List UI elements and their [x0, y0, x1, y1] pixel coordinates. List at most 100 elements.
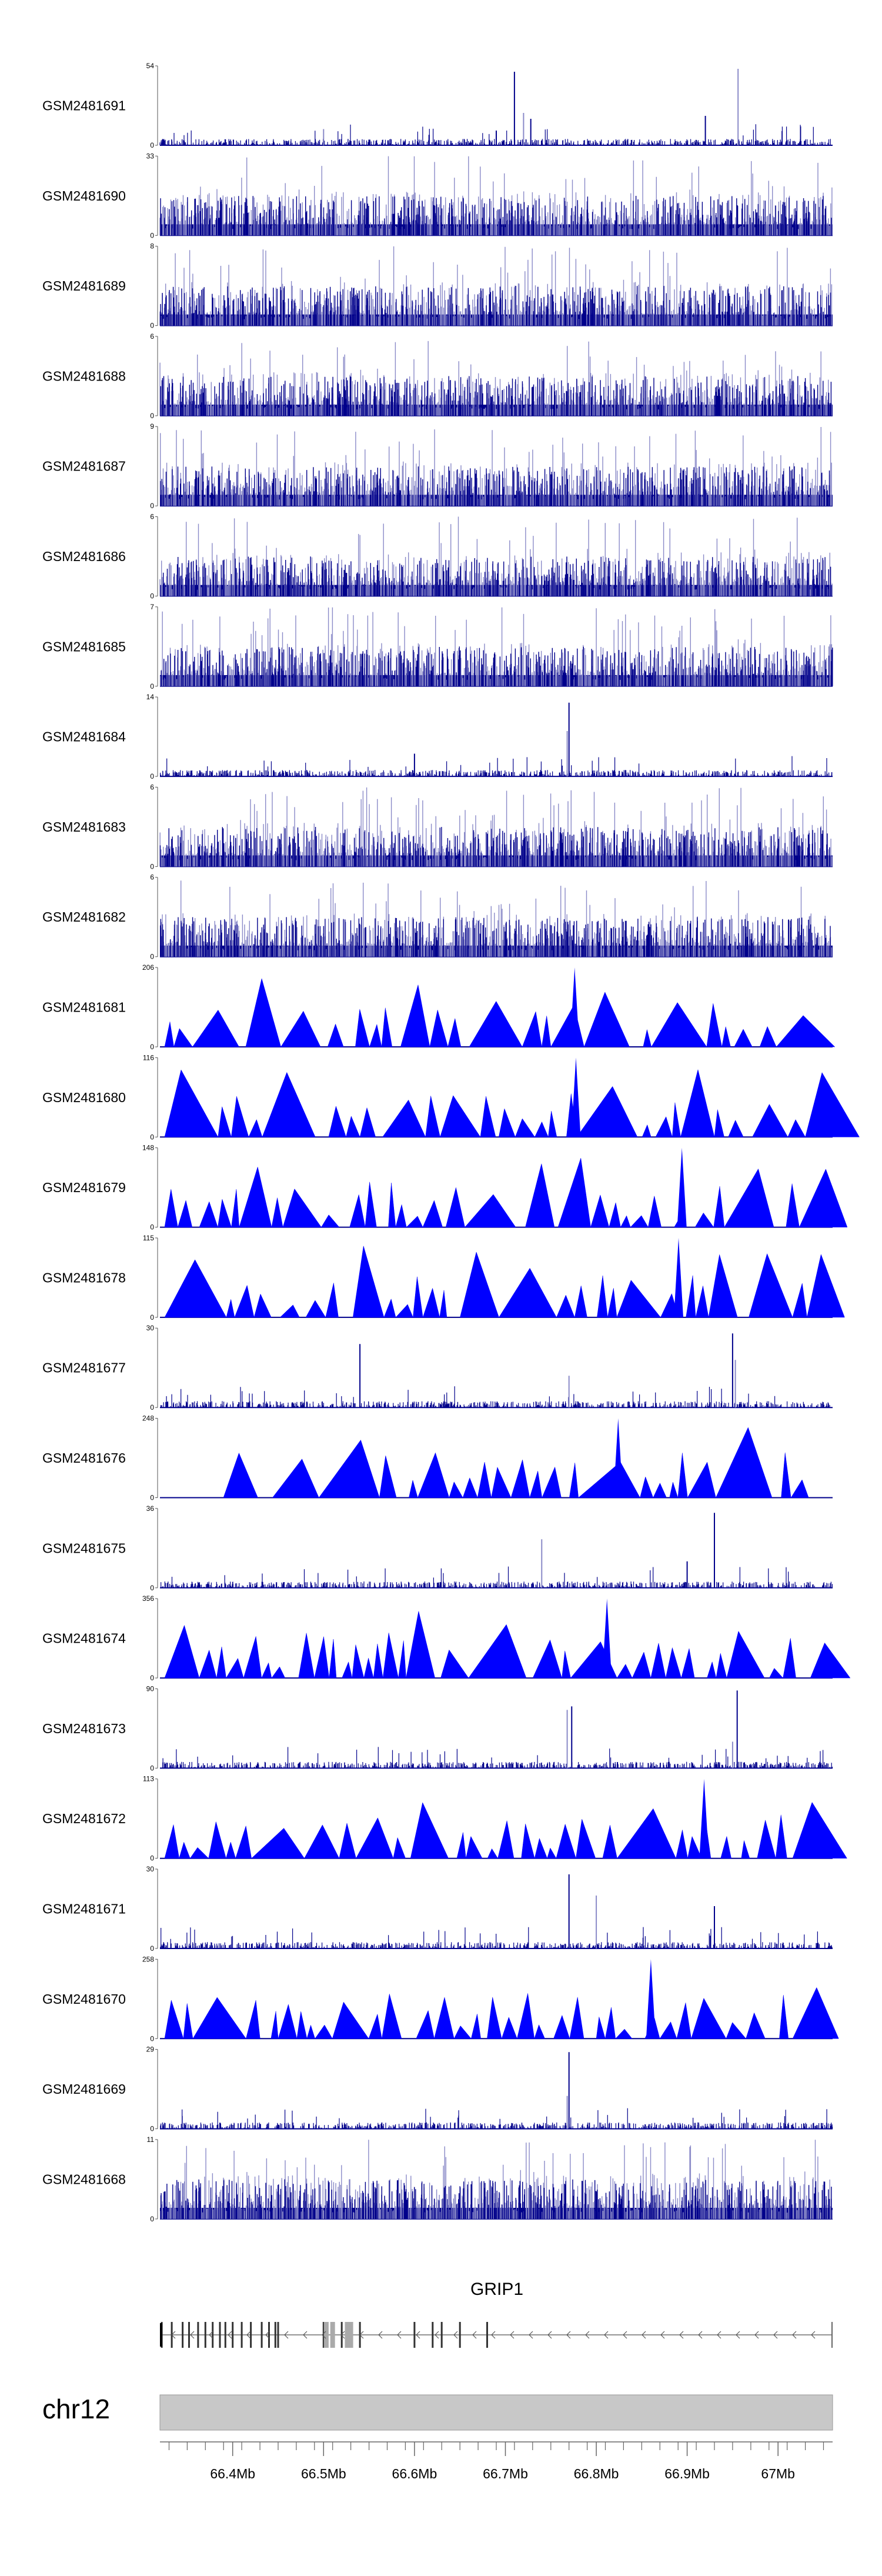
strand-arrow	[585, 2331, 590, 2339]
gene-exon	[232, 2322, 234, 2348]
gene-label: GRIP1	[470, 2280, 523, 2299]
signal-noise	[162, 1747, 833, 1769]
strand-arrow	[416, 2331, 420, 2339]
y-axis-max-label: 6	[150, 783, 154, 791]
signal-max-triangle	[602, 1599, 612, 1679]
gene-exon	[432, 2322, 434, 2348]
y-axis-min-label: 0	[150, 1494, 154, 1502]
track-label: GSM2481679	[42, 1180, 126, 1195]
signal-bars	[160, 196, 832, 236]
gene-exon	[204, 2322, 206, 2348]
y-axis-max-label: 6	[150, 332, 154, 341]
signal-bars	[160, 2179, 832, 2219]
track-label: GSM2481682	[42, 909, 126, 925]
signal-noise	[159, 124, 831, 145]
signal-bars	[160, 917, 831, 957]
strand-arrow	[566, 2331, 571, 2339]
strand-arrow	[604, 2331, 609, 2339]
strand-arrow	[717, 2331, 721, 2339]
strand-arrow	[547, 2331, 552, 2339]
gene-exon	[268, 2322, 270, 2348]
track-label: GSM2481672	[42, 1811, 126, 1826]
strand-arrow	[265, 2331, 270, 2339]
strand-arrow	[623, 2331, 627, 2339]
y-axis-min-label: 0	[150, 141, 154, 149]
signal-noise	[160, 1386, 830, 1408]
signal-noise	[160, 756, 833, 777]
y-axis-max-label: 9	[150, 422, 154, 431]
track-label: GSM2481678	[42, 1270, 126, 1285]
gene-exon-block	[345, 2322, 350, 2348]
track-label: GSM2481688	[42, 368, 126, 383]
gene-strand-arrows	[171, 2331, 816, 2339]
y-axis-max-label: 258	[142, 1955, 154, 1963]
y-axis-min-label: 0	[150, 231, 154, 239]
strand-arrow	[171, 2331, 176, 2339]
strand-arrow	[660, 2331, 665, 2339]
track-label: GSM2481676	[42, 1450, 126, 1466]
signal-bars-light	[159, 516, 833, 596]
strand-arrow	[284, 2331, 289, 2339]
y-axis-max-label: 54	[146, 62, 155, 70]
track-label: GSM2481683	[42, 819, 126, 835]
gene-exon-block	[323, 2322, 329, 2348]
track-label: GSM2481689	[42, 278, 126, 293]
strand-arrow	[435, 2331, 439, 2339]
y-axis-min-label: 0	[150, 1764, 154, 1772]
strand-arrow	[397, 2331, 402, 2339]
signal-max-triangle	[613, 1418, 623, 1498]
strand-arrow	[679, 2331, 684, 2339]
signal-bars	[161, 646, 833, 686]
y-axis-max-label: 8	[150, 242, 154, 251]
track-GSM2481669: GSM2481669 29 0	[42, 2046, 833, 2133]
strand-arrow	[642, 2331, 646, 2339]
y-axis-min-label: 0	[150, 1944, 154, 1953]
track-GSM2481681: GSM2481681 206 0	[42, 963, 836, 1051]
strand-arrow	[792, 2331, 797, 2339]
signal-triangles	[164, 1158, 848, 1227]
signal-triangles	[164, 1611, 851, 1679]
y-axis-max-label: 356	[142, 1594, 154, 1603]
strand-arrow	[209, 2331, 213, 2339]
y-axis-max-label: 11	[147, 2135, 155, 2144]
track-GSM2481683: GSM2481683 6 0	[42, 783, 833, 870]
chromosome-label: chr12	[42, 2394, 110, 2424]
track-label: GSM2481685	[42, 639, 126, 654]
y-axis-max-label: 116	[143, 1053, 154, 1062]
gene-exon	[260, 2322, 263, 2348]
strand-arrow	[698, 2331, 703, 2339]
strand-arrow	[378, 2331, 383, 2339]
strand-arrow	[190, 2331, 195, 2339]
track-GSM2481687: GSM2481687 9 0	[42, 422, 833, 510]
gene-exon	[459, 2322, 461, 2348]
chromosome-ideogram: chr12	[42, 2394, 833, 2431]
axis-minor-ticks	[168, 2442, 824, 2450]
y-axis-max-label: 29	[146, 2046, 155, 2054]
track-GSM2481682: GSM2481682 6 0	[42, 873, 833, 961]
track-GSM2481680: GSM2481680 116 0	[42, 1053, 860, 1141]
track-label: GSM2481673	[42, 1721, 126, 1736]
gene-exon	[182, 2322, 184, 2348]
gene-exon-block	[348, 2322, 353, 2348]
signal-bars	[159, 286, 831, 326]
track-label: GSM2481680	[42, 1090, 126, 1105]
gene-exon	[219, 2322, 221, 2348]
y-axis-min-label: 0	[150, 2125, 154, 2133]
y-axis-min-label: 0	[150, 1584, 154, 1592]
gene-exon-block	[330, 2322, 335, 2348]
y-axis-max-label: 115	[143, 1234, 154, 1242]
y-axis-min-label: 0	[150, 2215, 154, 2223]
y-axis-min-label: 0	[150, 502, 154, 510]
axis-tick-label: 66.9Mb	[664, 2466, 710, 2481]
axis-tick-label: 66.6Mb	[392, 2466, 437, 2481]
y-axis-max-label: 248	[142, 1414, 154, 1423]
track-label: GSM2481674	[42, 1631, 126, 1646]
chromosome-band	[159, 2394, 833, 2431]
track-GSM2481670: GSM2481670 258 0	[42, 1955, 839, 2043]
gene-exon	[340, 2322, 343, 2348]
gene-track: GRIP1	[160, 2280, 833, 2348]
track-label: GSM2481686	[42, 549, 126, 564]
gene-start-exon	[831, 2322, 833, 2348]
strand-arrow	[773, 2331, 778, 2339]
strand-arrow	[472, 2331, 477, 2339]
